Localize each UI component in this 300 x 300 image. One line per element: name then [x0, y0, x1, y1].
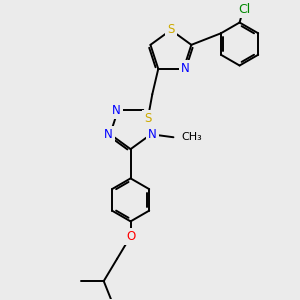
Text: S: S — [144, 112, 152, 125]
Text: N: N — [112, 104, 121, 117]
Text: CH₃: CH₃ — [182, 132, 202, 142]
Text: N: N — [148, 128, 157, 141]
Text: Cl: Cl — [238, 3, 251, 16]
Text: N: N — [181, 62, 189, 75]
Text: N: N — [104, 128, 113, 141]
Text: S: S — [167, 23, 175, 37]
Text: O: O — [126, 230, 135, 243]
